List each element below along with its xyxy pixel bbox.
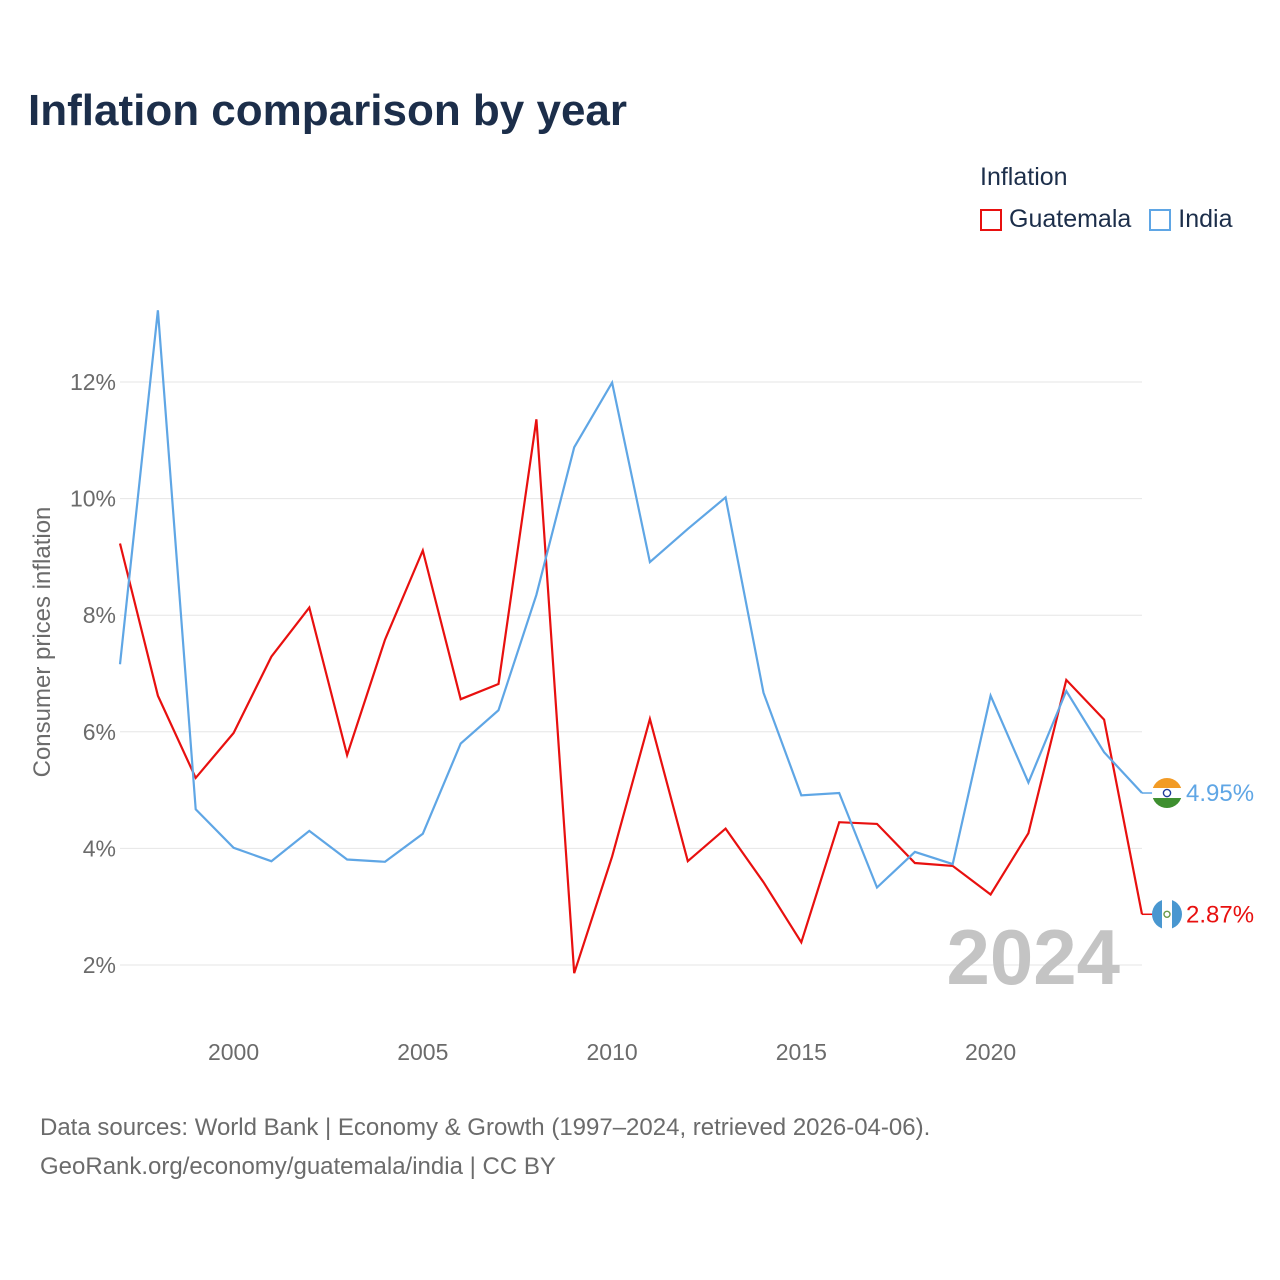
source-line-2[interactable]: GeoRank.org/economy/guatemala/india | CC…	[40, 1153, 556, 1180]
grid	[120, 381, 1142, 966]
y-tick-label: 10%	[70, 486, 116, 512]
legend-item-guatemala[interactable]: Guatemala	[980, 205, 1131, 234]
legend-swatch-guatemala	[980, 208, 1002, 231]
y-axis: 2% 4% 6% 8% 10% 12%	[70, 369, 116, 978]
year-watermark: 2024	[946, 913, 1120, 1001]
chart-title: Inflation comparison by year	[28, 86, 628, 135]
y-tick-label: 6%	[83, 719, 116, 745]
series-lines	[118, 310, 1144, 974]
x-tick-label: 2005	[397, 1039, 448, 1065]
guatemala-flag-icon	[1152, 899, 1182, 930]
india-flag-icon	[1152, 778, 1182, 809]
y-tick-label: 4%	[83, 835, 116, 861]
end-value-label-guatemala: 2.87%	[1186, 901, 1254, 928]
legend-title: Inflation	[980, 163, 1068, 191]
y-tick-label: 2%	[83, 952, 116, 978]
legend: Guatemala India	[980, 205, 1233, 234]
x-tick-label: 2020	[965, 1039, 1016, 1065]
legend-label-guatemala: Guatemala	[1009, 205, 1132, 233]
legend-item-india[interactable]: India	[1149, 205, 1233, 234]
legend-swatch-india	[1149, 208, 1172, 231]
x-tick-label: 2010	[586, 1039, 637, 1065]
x-tick-label: 2015	[776, 1039, 827, 1065]
end-markers: 2.87% 4.95%	[1142, 778, 1254, 930]
y-axis-label: Consumer prices inflation	[29, 507, 56, 778]
series-line-india	[118, 310, 1143, 890]
x-tick-label: 2000	[208, 1039, 259, 1065]
series-line-guatemala	[118, 419, 1144, 974]
end-value-label-india: 4.95%	[1186, 780, 1254, 807]
source-line-1: Data sources: World Bank | Economy & Gro…	[40, 1114, 931, 1141]
y-tick-label: 12%	[70, 369, 116, 395]
legend-label-india: India	[1178, 205, 1233, 233]
source-note: Data sources: World Bank | Economy & Gro…	[40, 1108, 930, 1186]
x-axis: 2000 2005 2010 2015 2020	[208, 1039, 1016, 1065]
y-tick-label: 8%	[83, 602, 116, 628]
